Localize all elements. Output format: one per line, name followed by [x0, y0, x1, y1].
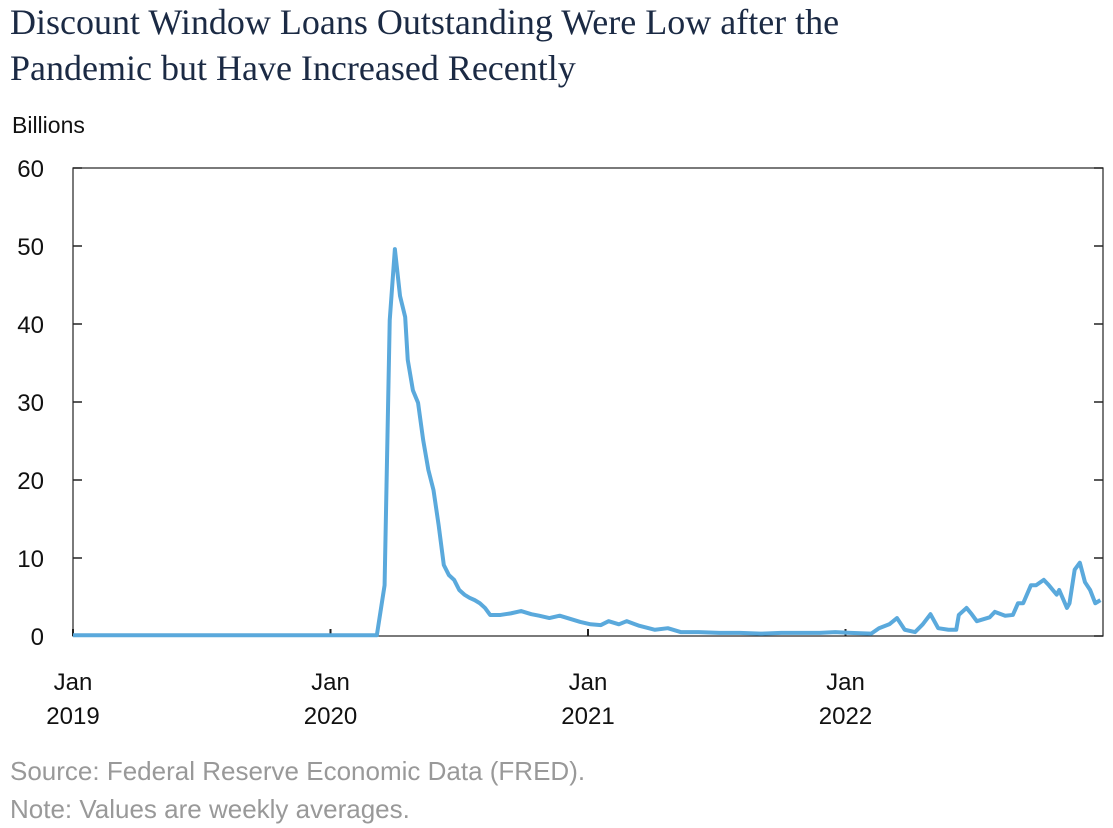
x-tick-label: Jan 2020	[304, 669, 357, 730]
note: Note: Values are weekly averages.	[10, 794, 410, 824]
y-tick-label: 50	[17, 234, 44, 261]
plot-frame	[72, 167, 1104, 637]
source: Source: Federal Reserve Economic Data (F…	[10, 756, 585, 786]
y-tick-label: 40	[17, 312, 44, 339]
x-tick-label: Jan 2022	[819, 669, 872, 730]
data-line	[73, 247, 1102, 638]
chart-title-line-2: Pandemic but Have Increased Recently	[10, 48, 576, 88]
chart-title-line-1: Discount Window Loans Outstanding Were L…	[10, 2, 839, 42]
x-tick-label: Jan 2019	[46, 669, 99, 730]
y-tick-label: 0	[31, 624, 44, 651]
y-axis-label: Billions	[12, 112, 85, 138]
y-tick-label: 30	[17, 390, 44, 417]
y-tick-label: 20	[17, 468, 44, 495]
x-tick-label: Jan 2021	[561, 669, 614, 730]
y-tick-label: 10	[17, 546, 44, 573]
y-tick-label: 60	[17, 156, 44, 183]
